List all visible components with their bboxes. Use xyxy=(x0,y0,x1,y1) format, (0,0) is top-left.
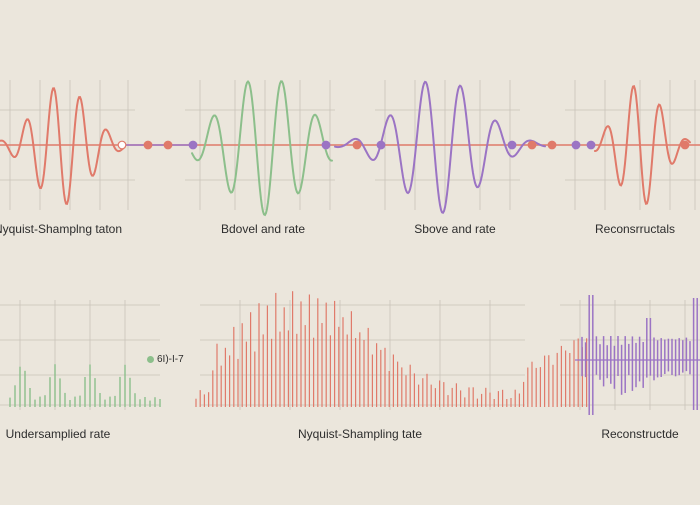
dot-icon xyxy=(352,140,362,150)
label-undersampled-rate: Undersamplied rate xyxy=(5,427,111,441)
dot-icon xyxy=(188,140,198,150)
wave-reconstruction xyxy=(594,84,691,206)
dot-icon xyxy=(527,140,537,150)
label-reconstructed: Reconstructde xyxy=(601,427,679,441)
dot-icon xyxy=(143,140,153,150)
dot-icon xyxy=(586,140,596,150)
dot-icon xyxy=(321,140,331,150)
label-nyquist-sampling-top: Nyquist-Shamplng taton xyxy=(0,222,123,236)
dot-icon xyxy=(571,140,581,150)
label-above-rate: Sbove and rate xyxy=(414,222,496,236)
dot-icon xyxy=(376,140,386,150)
small-note-text: 6I)-I-7 xyxy=(157,354,184,365)
dot-icon xyxy=(163,140,173,150)
label-below-rate: Bdovel and rate xyxy=(220,222,306,236)
sample-markers xyxy=(117,140,690,150)
dot-icon xyxy=(507,140,517,150)
wave-below-rate xyxy=(191,79,333,217)
spectrum-bars xyxy=(9,291,700,415)
label-nyquist-sampling-bottom: Nyquist-Shampling tate xyxy=(297,427,423,441)
wave-above-rate xyxy=(334,80,546,214)
dot-icon xyxy=(117,140,127,150)
dot-icon xyxy=(680,140,690,150)
wave-nyquist xyxy=(0,87,126,205)
dot-icon xyxy=(147,356,154,363)
waveforms xyxy=(0,79,700,217)
label-reconstruction-top: Reconsrructals xyxy=(594,222,676,236)
dot-icon xyxy=(547,140,557,150)
small-note: 6I)-I-7 xyxy=(147,354,184,365)
